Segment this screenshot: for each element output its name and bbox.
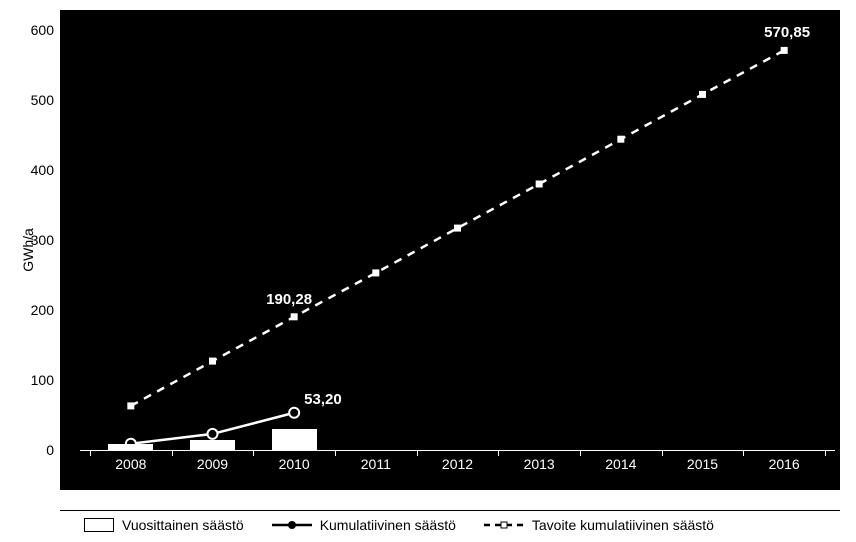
x-tick-mark bbox=[662, 450, 663, 456]
y-tick-label: 300 bbox=[20, 233, 54, 247]
cumulative-marker bbox=[208, 429, 218, 439]
y-tick-label: 400 bbox=[20, 163, 54, 177]
legend-label: Tavoite kumulatiivinen säästö bbox=[532, 517, 714, 533]
x-tick-mark bbox=[498, 450, 499, 456]
target-marker bbox=[291, 313, 298, 320]
legend-item-cumulative: Kumulatiivinen säästö bbox=[272, 517, 456, 533]
cumulative-marker bbox=[289, 408, 299, 418]
plot-svg bbox=[60, 10, 840, 490]
plot-area: 53,20 190,28 570,85 2008 2009 2010 2011 2012 20… bbox=[60, 10, 840, 490]
bar bbox=[272, 429, 317, 450]
target-marker bbox=[372, 269, 379, 276]
x-tick-label: 2012 bbox=[442, 456, 473, 472]
x-tick-mark bbox=[335, 450, 336, 456]
x-tick-mark bbox=[253, 450, 254, 456]
target-marker bbox=[617, 136, 624, 143]
x-tick-mark bbox=[172, 450, 173, 456]
bar bbox=[190, 440, 235, 450]
x-tick-label: 2015 bbox=[687, 456, 718, 472]
target-marker bbox=[454, 225, 461, 232]
legend-label: Vuosittainen säästö bbox=[122, 517, 244, 533]
x-tick-label: 2016 bbox=[769, 456, 800, 472]
bar-swatch-icon bbox=[84, 518, 114, 532]
x-tick-mark bbox=[580, 450, 581, 456]
y-tick-label: 100 bbox=[20, 373, 54, 387]
dashline-swatch-icon bbox=[484, 518, 524, 532]
x-tick-mark bbox=[743, 450, 744, 456]
target-marker bbox=[536, 181, 543, 188]
x-tick-label: 2011 bbox=[361, 456, 391, 472]
target-marker bbox=[699, 91, 706, 98]
x-tick-label: 2008 bbox=[115, 456, 146, 472]
target-mid-label: 190,28 bbox=[266, 291, 312, 308]
y-tick-label: 500 bbox=[20, 93, 54, 107]
x-tick-label: 2014 bbox=[605, 456, 636, 472]
y-tick-label: 0 bbox=[20, 443, 54, 457]
legend-item-bars: Vuosittainen säästö bbox=[84, 517, 244, 533]
x-axis-line bbox=[80, 450, 835, 451]
legend-label: Kumulatiivinen säästö bbox=[320, 517, 456, 533]
cumulative-end-label: 53,20 bbox=[304, 391, 342, 408]
x-tick-label: 2010 bbox=[279, 456, 310, 472]
target-marker bbox=[127, 402, 134, 409]
target-marker bbox=[781, 47, 788, 54]
target-end-label: 570,85 bbox=[764, 24, 810, 41]
x-tick-mark bbox=[825, 450, 826, 456]
x-tick-label: 2013 bbox=[524, 456, 555, 472]
chart-stage: GWh/a 0100200300400500600 53,20190,28570… bbox=[0, 0, 856, 542]
y-tick-label: 200 bbox=[20, 303, 54, 317]
legend: Vuosittainen säästö Kumulatiivinen sääst… bbox=[60, 510, 840, 538]
x-tick-mark bbox=[90, 450, 91, 456]
y-tick-label: 600 bbox=[20, 23, 54, 37]
x-tick-mark bbox=[417, 450, 418, 456]
target-marker bbox=[209, 358, 216, 365]
x-tick-label: 2009 bbox=[197, 456, 228, 472]
line-swatch-icon bbox=[272, 518, 312, 532]
legend-item-target: Tavoite kumulatiivinen säästö bbox=[484, 517, 714, 533]
